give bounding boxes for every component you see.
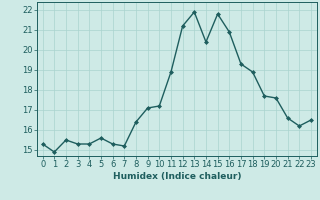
X-axis label: Humidex (Indice chaleur): Humidex (Indice chaleur) [113, 172, 241, 181]
